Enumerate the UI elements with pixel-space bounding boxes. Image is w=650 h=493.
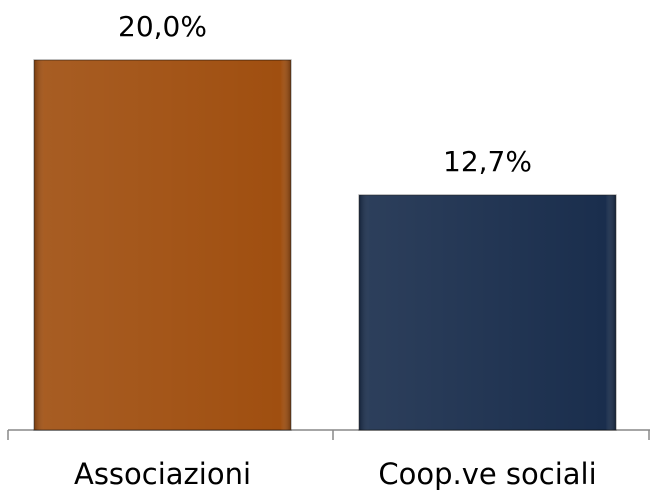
data-label: 12,7% <box>443 145 532 178</box>
x-tick-label: Associazioni <box>74 457 251 491</box>
bar <box>33 59 292 431</box>
x-tick-label: Coop.ve sociali <box>378 457 596 491</box>
bar <box>358 194 617 431</box>
data-label: 20,0% <box>118 10 207 43</box>
